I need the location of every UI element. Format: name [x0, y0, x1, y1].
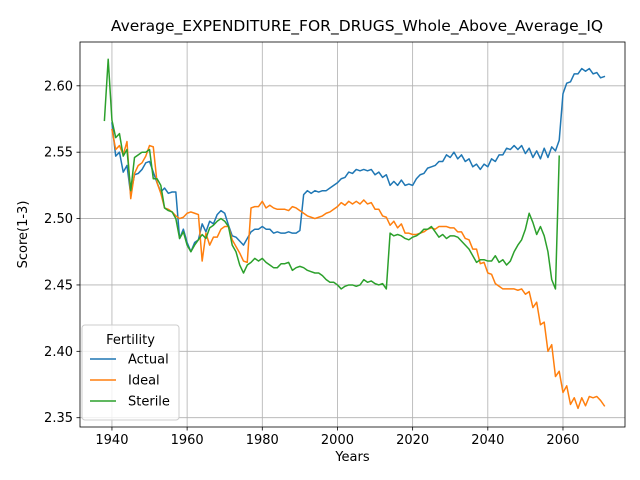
legend: Fertility Actual Ideal Sterile	[81, 324, 180, 421]
chart-title: Average_EXPENDITURE_FOR_DRUGS_Whole_Abov…	[111, 17, 603, 36]
plot-frame	[79, 41, 626, 428]
y-tick-label: 2.40	[44, 345, 73, 360]
x-tick-label: 2040	[471, 433, 504, 448]
series-line-sterile	[103, 58, 560, 290]
series-line-ideal	[111, 128, 606, 410]
series-line-actual	[111, 67, 606, 253]
y-tick-label: 2.55	[44, 146, 73, 161]
x-tick-label: 1980	[246, 433, 279, 448]
legend-label-ideal: Ideal	[128, 374, 160, 389]
y-tick-label: 2.35	[44, 411, 73, 426]
x-tick-label: 2020	[396, 433, 429, 448]
legend-title: Fertility	[106, 333, 155, 348]
y-axis-ticks: 2.35 2.40 2.45 2.50 2.55 2.60	[44, 79, 80, 426]
legend-label-actual: Actual	[128, 353, 169, 368]
x-axis-ticks: 1940 1960 1980 2000 2020 2040 2060	[95, 427, 580, 448]
y-tick-label: 2.50	[44, 212, 73, 227]
y-tick-label: 2.60	[44, 79, 73, 94]
series-lines	[103, 58, 606, 410]
x-tick-label: 1960	[171, 433, 204, 448]
legend-label-sterile: Sterile	[128, 395, 170, 410]
x-axis-label: Years	[334, 450, 370, 465]
y-tick-label: 2.45	[44, 278, 73, 293]
x-tick-label: 2000	[321, 433, 354, 448]
x-tick-label: 2060	[546, 433, 579, 448]
legend-box	[81, 324, 180, 421]
x-tick-label: 1940	[95, 433, 128, 448]
y-axis-label: Score(1-3)	[16, 201, 31, 269]
